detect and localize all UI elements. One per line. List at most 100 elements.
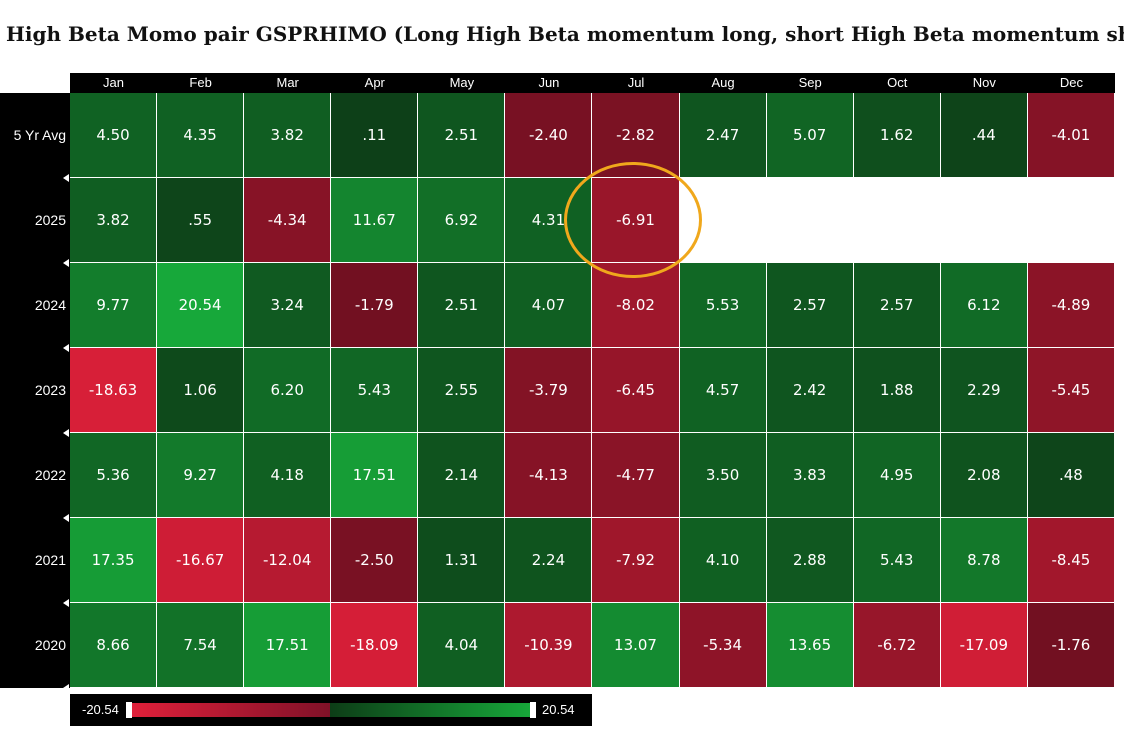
row-label: 5 Yr Avg — [13, 127, 66, 143]
heatmap-cell: -6.45 — [592, 348, 680, 433]
heatmap-cell: 6.20 — [244, 348, 332, 433]
heatmap-cell: -4.89 — [1027, 263, 1115, 348]
heatmap-cell: 1.62 — [853, 93, 941, 178]
heatmap-cell: -4.34 — [244, 178, 332, 263]
heatmap-cell: 9.77 — [70, 263, 158, 348]
heatmap-cell: 3.50 — [679, 433, 767, 518]
column-header-mar: Mar — [276, 75, 299, 90]
heatmap-cell: 2.29 — [940, 348, 1028, 433]
row-label: 2020 — [34, 637, 66, 653]
heatmap-cell: 5.07 — [766, 93, 854, 178]
heatmap-cell: 17.35 — [70, 518, 158, 603]
heatmap-cell: 8.78 — [940, 518, 1028, 603]
heatmap-cell: 5.53 — [679, 263, 767, 348]
heatmap-cell: 1.88 — [853, 348, 941, 433]
heatmap-cell: -2.50 — [331, 518, 419, 603]
heatmap-cell: -18.09 — [331, 603, 419, 688]
legend-gradient-bar — [128, 703, 532, 717]
heatmap-cell: -4.13 — [505, 433, 593, 518]
row-label: 2022 — [34, 467, 66, 483]
column-header-jul: Jul — [627, 75, 645, 90]
heatmap-cell: 3.24 — [244, 263, 332, 348]
heatmap-cell: -4.01 — [1027, 93, 1115, 178]
heatmap-cell: -5.45 — [1027, 348, 1115, 433]
heatmap-cell: 4.50 — [70, 93, 158, 178]
row-label: 2024 — [34, 297, 66, 313]
heatmap-cell: 4.10 — [679, 518, 767, 603]
column-header-jun: Jun — [538, 75, 560, 90]
month-header-bar — [70, 73, 1115, 93]
column-header-may: May — [449, 75, 475, 90]
heatmap-cell: 4.04 — [418, 603, 506, 688]
heatmap-cell: 4.95 — [853, 433, 941, 518]
heatmap-cell: 2.47 — [679, 93, 767, 178]
heatmap-cell: 20.54 — [157, 263, 245, 348]
heatmap-cell: 3.82 — [70, 178, 158, 263]
heatmap-cell: 5.43 — [853, 518, 941, 603]
column-header-oct: Oct — [887, 75, 908, 90]
heatmap-cell: -18.63 — [70, 348, 158, 433]
row-label: 2025 — [34, 212, 66, 228]
heatmap-cell: -7.92 — [592, 518, 680, 603]
heatmap-cell: 2.51 — [418, 93, 506, 178]
heatmap-cell: 5.36 — [70, 433, 158, 518]
heatmap-cell: 4.35 — [157, 93, 245, 178]
heatmap-cell: -6.91 — [592, 178, 680, 263]
heatmap-cell: -12.04 — [244, 518, 332, 603]
heatmap-cell: 4.31 — [505, 178, 593, 263]
legend-min-label: -20.54 — [82, 702, 119, 717]
heatmap-cell: -8.02 — [592, 263, 680, 348]
heatmap-cell: -6.72 — [853, 603, 941, 688]
row-divider-tick — [63, 514, 69, 522]
heatmap-cell: 4.07 — [505, 263, 593, 348]
heatmap-cell: -2.40 — [505, 93, 593, 178]
heatmap-cell: 9.27 — [157, 433, 245, 518]
heatmap-cell: -3.79 — [505, 348, 593, 433]
heatmap-cell: -5.34 — [679, 603, 767, 688]
row-label: 2023 — [34, 382, 66, 398]
column-header-dec: Dec — [1059, 75, 1083, 90]
row-label-bar — [0, 93, 70, 688]
legend-max-handle[interactable] — [530, 702, 536, 718]
legend-min-handle[interactable] — [126, 702, 132, 718]
heatmap-cell: 7.54 — [157, 603, 245, 688]
heatmap-cell: .55 — [157, 178, 245, 263]
row-divider-tick — [63, 429, 69, 437]
heatmap-cell: 2.14 — [418, 433, 506, 518]
heatmap-cell: -16.67 — [157, 518, 245, 603]
heatmap-cell: .44 — [940, 93, 1028, 178]
column-header-feb: Feb — [189, 75, 212, 90]
heatmap-cell: 2.42 — [766, 348, 854, 433]
heatmap-cell: 5.43 — [331, 348, 419, 433]
heatmap-cell: 2.88 — [766, 518, 854, 603]
row-divider-tick — [63, 684, 69, 692]
heatmap-cell: 11.67 — [331, 178, 419, 263]
heatmap-cell: 4.57 — [679, 348, 767, 433]
heatmap-cell: 3.83 — [766, 433, 854, 518]
row-divider-tick — [63, 599, 69, 607]
heatmap-cell: 3.82 — [244, 93, 332, 178]
heatmap-cell: -4.77 — [592, 433, 680, 518]
heatmap-cell: .11 — [331, 93, 419, 178]
heatmap-cell: 6.12 — [940, 263, 1028, 348]
chart-title: High Beta Momo pair GSPRHIMO (Long High … — [6, 22, 1124, 46]
heatmap-cell: .48 — [1027, 433, 1115, 518]
row-divider-tick — [63, 344, 69, 352]
heatmap-cell: 17.51 — [331, 433, 419, 518]
heatmap-cell: 2.24 — [505, 518, 593, 603]
row-label: 2021 — [34, 552, 66, 568]
heatmap-cell: -10.39 — [505, 603, 593, 688]
heatmap-cell: 2.55 — [418, 348, 506, 433]
color-scale-legend: -20.54 20.54 — [70, 694, 592, 726]
heatmap-grid: Jan Feb Mar Apr May Jun Jul Aug Sep Oct Nov Dec 5 Yr… — [0, 73, 1115, 692]
heatmap-cell: 8.66 — [70, 603, 158, 688]
heatmap-cell: -1.76 — [1027, 603, 1115, 688]
heatmap-cell: -8.45 — [1027, 518, 1115, 603]
row-divider-tick — [63, 174, 69, 182]
column-header-aug: Aug — [711, 75, 735, 90]
column-header-apr: Apr — [364, 75, 385, 90]
heatmap-cell: -2.82 — [592, 93, 680, 178]
heatmap-cell: 6.92 — [418, 178, 506, 263]
heatmap-cell: 1.31 — [418, 518, 506, 603]
legend-max-label: 20.54 — [542, 702, 575, 717]
